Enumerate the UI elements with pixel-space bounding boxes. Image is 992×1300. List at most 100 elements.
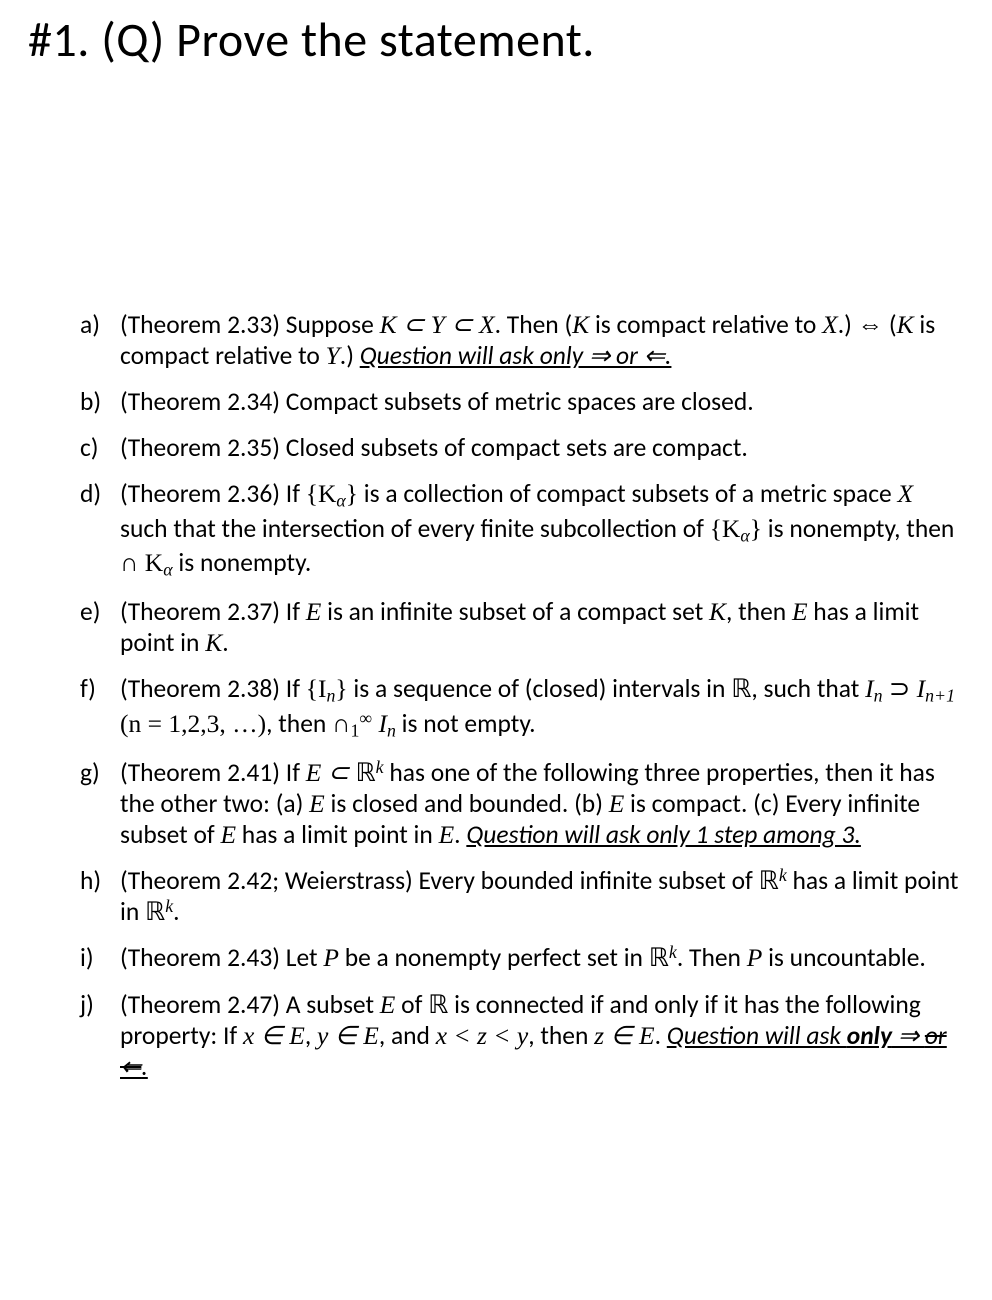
item-marker: c) [80,432,114,463]
item-text: (Theorem 2.43) Let P be a nonempty perfe… [120,942,926,973]
item-c: c) (Theorem 2.35) Closed subsets of comp… [80,432,964,463]
math: P [747,943,763,972]
item-marker: f) [80,673,114,704]
math: E [609,789,625,818]
math: ℝ [731,674,751,703]
math: {In} [306,674,348,703]
item-text: (Theorem 2.47) A subset E of ℝ is connec… [120,989,947,1082]
text: (Theorem 2.47) A subset [120,989,380,1020]
text: . [454,819,466,850]
note: Question will ask only ⇒ or ⇐. [360,340,672,371]
item-text: (Theorem 2.41) If E ⊂ ℝk has one of the … [120,757,935,850]
item-text: (Theorem 2.36) If {Kα} is a collection o… [120,478,954,577]
math: E [792,597,808,626]
text: is uncountable. [762,942,926,973]
item-marker: i) [80,942,114,973]
text: is a sequence of (closed) intervals in [348,673,732,704]
item-marker: d) [80,478,114,509]
item-text: (Theorem 2.33) Suppose K ⊂ Y ⊂ X. Then (… [120,309,935,371]
text: is nonempty. [173,547,312,578]
math: x < z < y [436,1021,528,1050]
text: has a limit point in [236,819,439,850]
text: (Theorem 2.36) If [120,478,306,509]
math: K [572,310,589,339]
item-i: i) (Theorem 2.43) Let P be a nonempty pe… [80,942,964,973]
text: (Theorem 2.37) If [120,596,306,627]
math: ℝk [759,866,787,895]
math: ℝ [428,990,448,1019]
theorem-list: a) (Theorem 2.33) Suppose K ⊂ Y ⊂ X. The… [28,309,964,1082]
text: . [173,896,179,927]
text: (Theorem 2.33) Suppose [120,309,380,340]
item-a: a) (Theorem 2.33) Suppose K ⊂ Y ⊂ X. The… [80,309,964,371]
math: E [306,597,322,626]
math: ∩ Kα [120,548,173,577]
note: Question will ask only 1 step among 3. [466,819,861,850]
math: z ∈ E [594,1021,654,1050]
item-marker: e) [80,596,114,627]
math: K [205,628,222,657]
item-b: b) (Theorem 2.34) Compact subsets of met… [80,386,964,417]
text: is a collection of compact subsets of a … [358,478,897,509]
text: , then [528,1020,594,1051]
math: Y [326,341,340,370]
math: x ∈ E [243,1021,305,1050]
text: (Theorem 2.41) If [120,757,306,788]
item-text: (Theorem 2.42; Weierstrass) Every bounde… [120,865,958,927]
text: . [222,627,228,658]
math: ∩1∞ In [332,709,396,738]
text: , [305,1020,317,1051]
text: . Then [677,942,747,973]
math: ℝk [649,943,677,972]
item-f: f) (Theorem 2.38) If {In} is a sequence … [80,673,964,741]
item-marker: h) [80,865,114,896]
text: , then [726,596,792,627]
text: is an infinite subset of a compact set [321,596,709,627]
item-j: j) (Theorem 2.47) A subset E of ℝ is con… [80,989,964,1082]
math: {Kα} [306,479,358,508]
item-marker: b) [80,386,114,417]
math: K [897,310,914,339]
text: .) [340,340,360,371]
item-e: e) (Theorem 2.37) If E is an infinite su… [80,596,964,658]
item-text: (Theorem 2.34) Compact subsets of metric… [120,386,754,417]
math: K ⊂ Y ⊂ X [380,310,495,339]
text: is nonempty, then [762,513,954,544]
text: . [655,1020,667,1051]
text: be a nonempty perfect set in [339,942,649,973]
item-marker: a) [80,309,114,340]
math: {Kα} [710,514,762,543]
text: such that the intersection of every fini… [120,513,710,544]
item-g: g) (Theorem 2.41) If E ⊂ ℝk has one of t… [80,757,964,850]
math: E [309,789,325,818]
item-h: h) (Theorem 2.42; Weierstrass) Every bou… [80,865,964,927]
math: P [323,943,339,972]
math: E [380,990,396,1019]
item-marker: g) [80,757,114,788]
text: is compact relative to [589,309,822,340]
text: , such that [751,673,865,704]
text: (Theorem 2.43) Let [120,942,323,973]
text: , then [266,708,332,739]
text: is not empty. [396,708,536,739]
item-d: d) (Theorem 2.36) If {Kα} is a collectio… [80,478,964,581]
item-text: (Theorem 2.35) Closed subsets of compact… [120,432,748,463]
math: X [822,310,838,339]
page-title: #1. (Q) Prove the statement. [28,10,964,69]
math: K [709,597,726,626]
page: #1. (Q) Prove the statement. a) (Theorem… [0,0,992,1300]
item-text: (Theorem 2.37) If E is an infinite subse… [120,596,919,658]
item-marker: j) [80,989,114,1020]
text: of [395,989,428,1020]
text: (Theorem 2.38) If [120,673,306,704]
text: is closed and bounded. (b) [325,788,609,819]
item-text: (Theorem 2.38) If {In} is a sequence of … [120,673,955,738]
text: . Then ( [495,309,573,340]
math: X [897,479,913,508]
math: E [439,820,455,849]
text: , and [379,1020,436,1051]
math: ℝk [145,897,173,926]
math: E ⊂ ℝk [306,758,384,787]
text: (Theorem 2.42; Weierstrass) Every bounde… [120,865,759,896]
math: E [220,820,236,849]
